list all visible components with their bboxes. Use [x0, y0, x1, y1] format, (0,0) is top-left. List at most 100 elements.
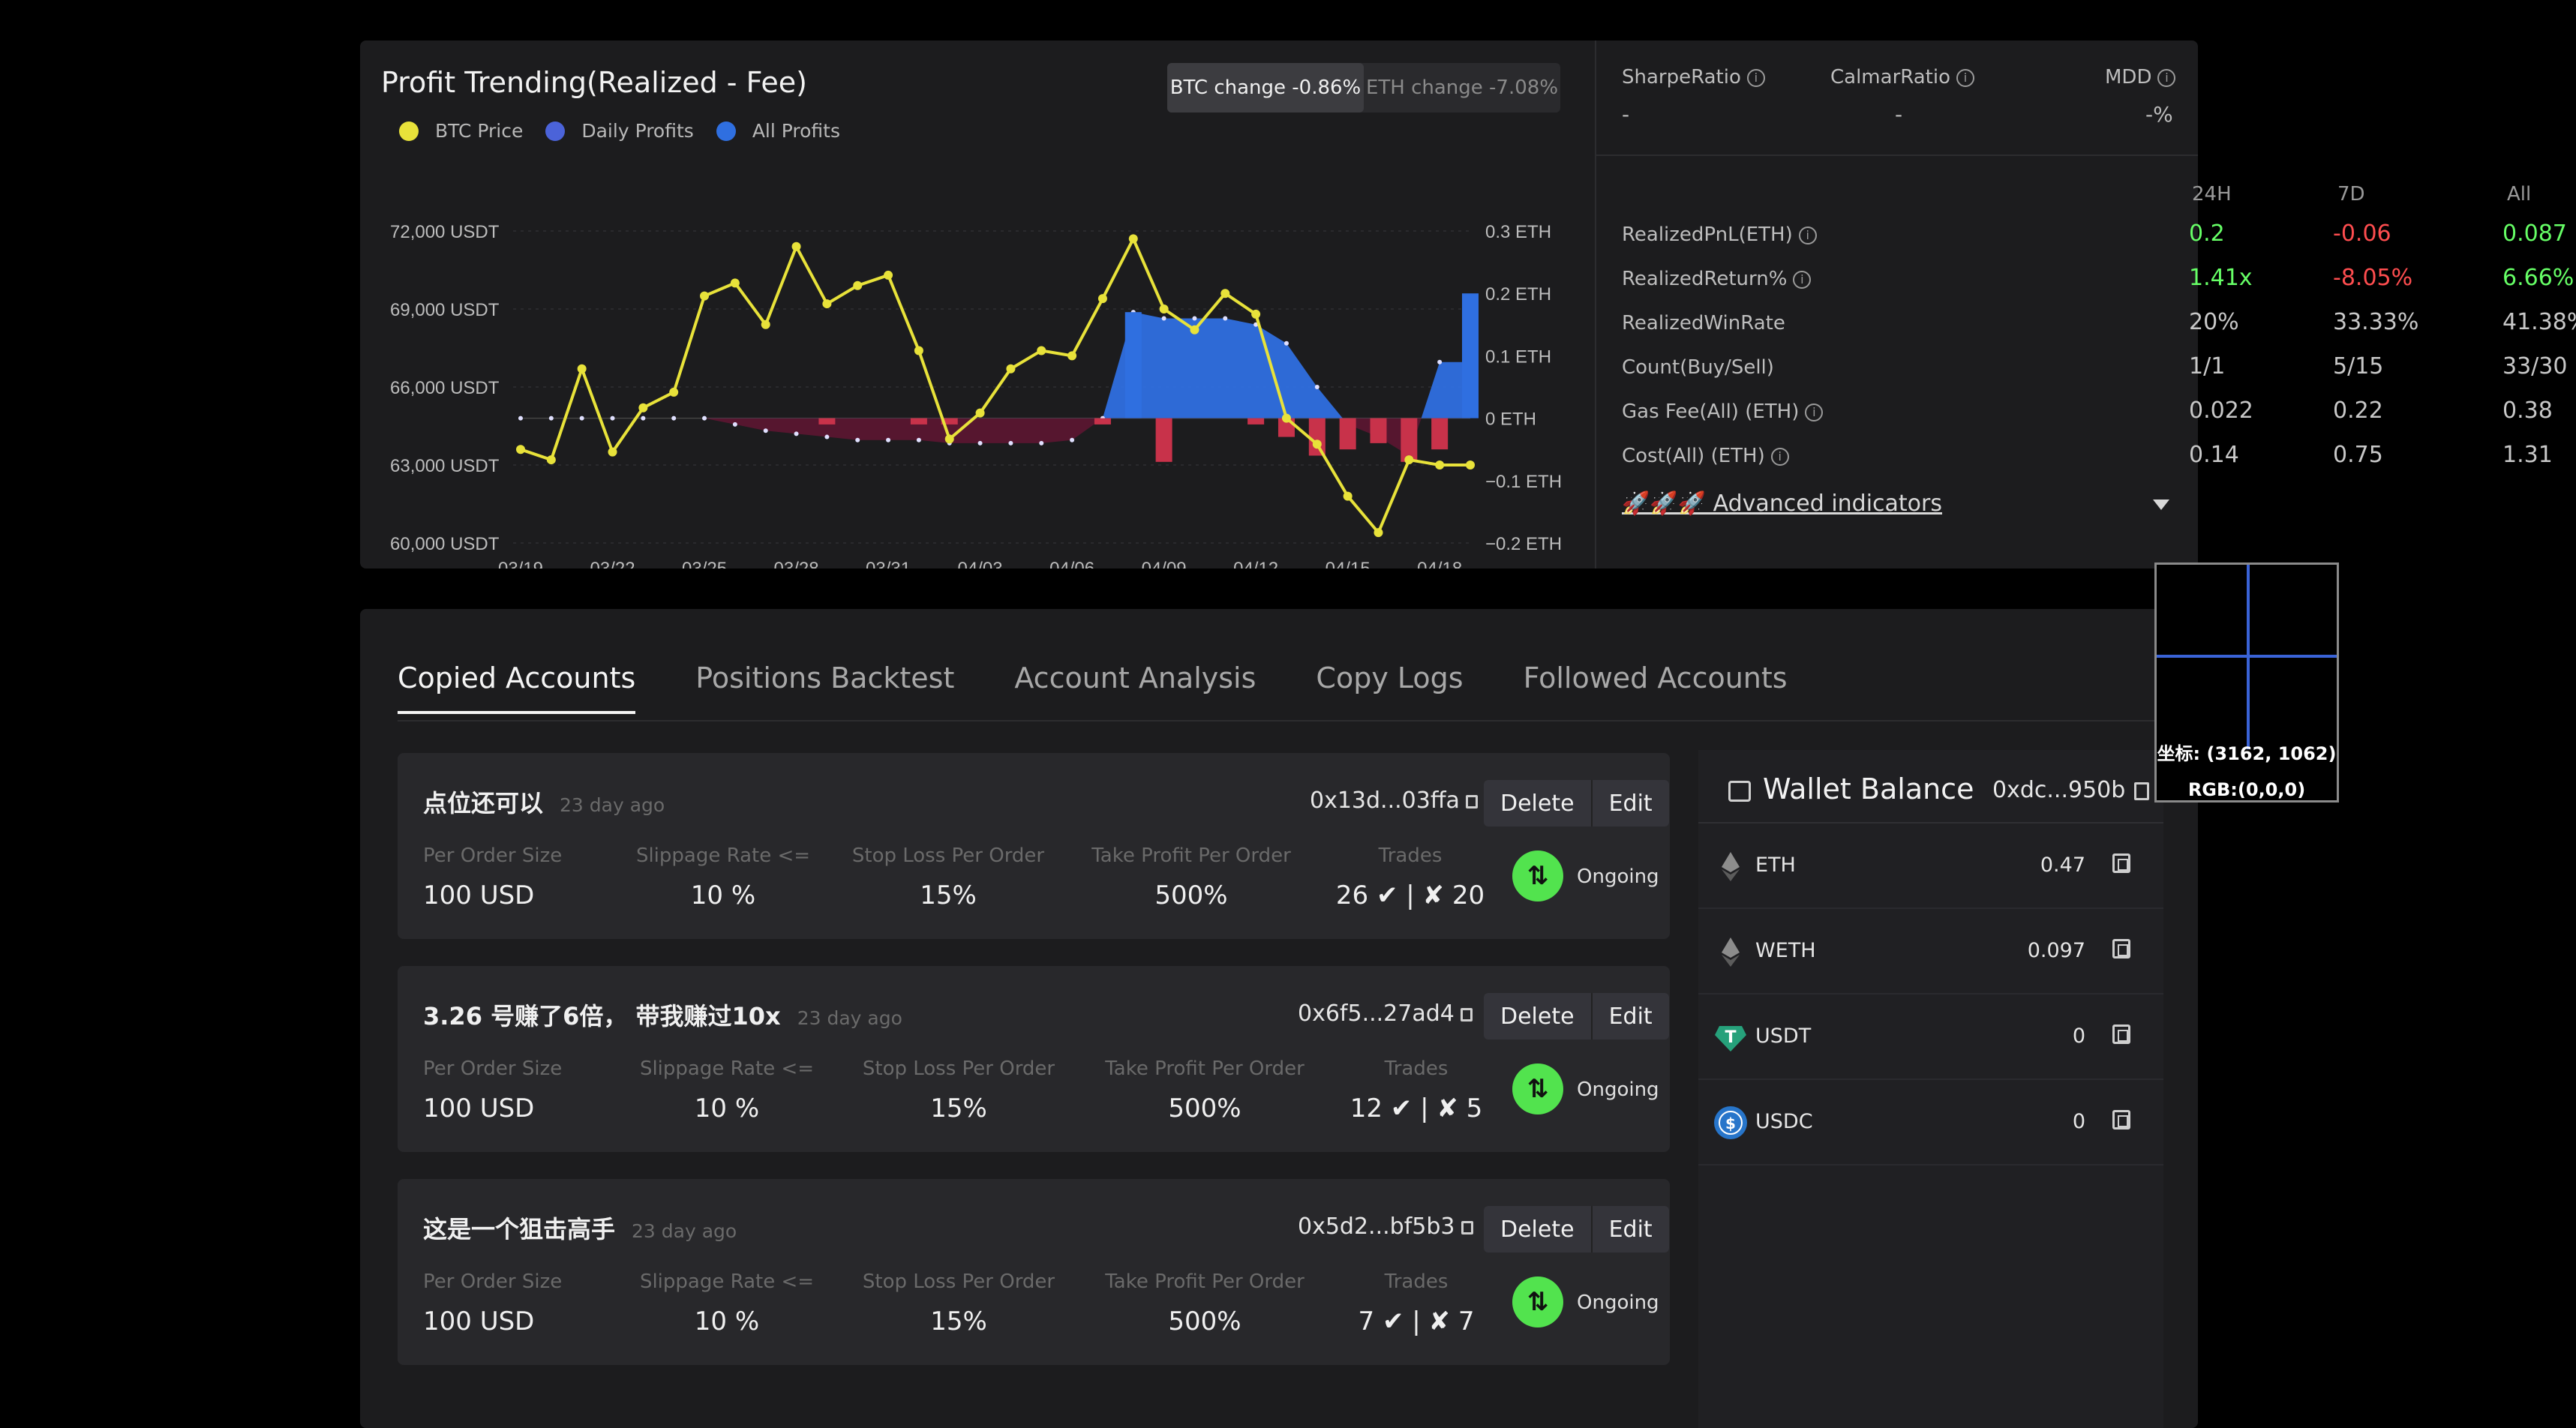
copy-icon[interactable] — [2134, 782, 2150, 800]
y-left-tick-label: 66,000 USDT — [390, 378, 500, 398]
info-icon[interactable]: i — [1956, 68, 1975, 87]
column-value: 10 % — [694, 1094, 760, 1124]
delete-button[interactable]: Delete — [1500, 1003, 1575, 1030]
column-label: Stop Loss Per Order — [862, 1058, 1055, 1080]
all-profits-point — [702, 416, 707, 421]
stat-value: -8.05% — [2333, 265, 2413, 291]
advanced-indicators-link[interactable]: 🚀🚀🚀 Advanced indicators — [1622, 490, 1943, 517]
column-label: Per Order Size — [423, 1058, 563, 1080]
edit-button[interactable]: Edit — [1590, 993, 1669, 1040]
info-icon[interactable]: i — [1793, 270, 1812, 289]
info-icon[interactable]: i — [1746, 68, 1765, 87]
chart-legend: BTC Price Daily Profits All Profits — [399, 120, 840, 142]
copy-icon[interactable] — [1461, 1220, 1473, 1234]
all-profits-point — [1314, 385, 1320, 389]
panel-divider — [1595, 40, 1596, 568]
metrics-divider — [1596, 154, 2198, 156]
column-value: 10 % — [690, 880, 756, 910]
stat-value: 0.087 — [2502, 220, 2567, 247]
copy-icon[interactable] — [2112, 1024, 2130, 1044]
account-name: 点位还可以 23 day ago — [423, 784, 665, 819]
x-tick-label: 04/18 — [1417, 559, 1462, 568]
copy-icon[interactable] — [2112, 854, 2130, 873]
chart-title: Profit Trending(Realized - Fee) — [381, 66, 807, 99]
sharpe-label-text: SharpeRatio — [1622, 66, 1741, 88]
info-icon[interactable]: i — [1805, 403, 1824, 422]
x-tick-label: 04/12 — [1233, 559, 1278, 568]
btc-price-point — [853, 280, 863, 290]
stat-value: 0.38 — [2502, 398, 2553, 424]
crosshair-horizontal — [2157, 655, 2337, 658]
stat-value: 1/1 — [2189, 353, 2226, 380]
column-label: Trades — [1384, 1058, 1449, 1080]
copy-icon[interactable] — [2112, 939, 2130, 958]
edit-button[interactable]: Edit — [1590, 1206, 1669, 1252]
daily-profit-bar — [1308, 418, 1326, 456]
token-symbol: ETH — [1755, 854, 1796, 877]
btc-change-button[interactable]: BTC change -0.86% — [1167, 63, 1364, 112]
btc-price-point — [669, 387, 679, 397]
column-label: Per Order Size — [423, 844, 563, 867]
all-profits-point — [1223, 316, 1228, 321]
stat-value: 20% — [2189, 309, 2239, 335]
column-value: 500% — [1168, 1094, 1241, 1124]
daily-profit-bar — [1094, 418, 1111, 424]
delete-button[interactable]: Delete — [1500, 790, 1575, 817]
account-address[interactable]: 0x13d...03ffa — [1310, 788, 1478, 814]
swap-arrows-icon[interactable]: ⇅ — [1512, 850, 1563, 902]
calmar-label: CalmarRatio i — [1830, 66, 1975, 88]
wallet-token-row: WETH 0.097 — [1698, 909, 2163, 994]
column-value: 15% — [920, 880, 977, 910]
all-profits-point — [579, 416, 584, 421]
column-value: 100 USD — [423, 1094, 535, 1124]
stat-value: 0.022 — [2189, 398, 2253, 424]
edit-button[interactable]: Edit — [1590, 780, 1669, 826]
swap-arrows-icon[interactable]: ⇅ — [1512, 1064, 1563, 1114]
usdt-icon: T — [1713, 1020, 1748, 1054]
legend-btc-price[interactable]: BTC Price — [399, 120, 523, 142]
token-amount: 0 — [2072, 1024, 2085, 1048]
delete-button[interactable]: Delete — [1500, 1216, 1575, 1243]
legend-daily-profits[interactable]: Daily Profits — [545, 120, 694, 142]
stat-label: RealizedWinRate — [1622, 312, 1785, 334]
wallet-address[interactable]: 0xdc...950b — [1992, 777, 2150, 803]
tab-account-analysis[interactable]: Account Analysis — [1014, 662, 1256, 694]
tab-followed-accounts[interactable]: Followed Accounts — [1523, 662, 1788, 694]
swap-arrows-icon[interactable]: ⇅ — [1512, 1276, 1563, 1328]
account-address[interactable]: 0x5d2...bf5b3 — [1298, 1214, 1473, 1240]
copy-icon[interactable] — [2112, 1110, 2130, 1130]
info-icon[interactable]: i — [1770, 447, 1789, 466]
account-age: 23 day ago — [560, 794, 665, 816]
chevron-down-icon[interactable] — [2153, 500, 2169, 510]
account-name: 3.26 号赚了6倍， 带我赚过10x 23 day ago — [423, 998, 902, 1032]
wallet-address-text: 0xdc...950b — [1992, 777, 2126, 803]
tab-copy-logs[interactable]: Copy Logs — [1316, 662, 1464, 694]
stat-head-24h: 24H — [2192, 183, 2232, 206]
copy-icon[interactable] — [1460, 1007, 1473, 1022]
x-tick-label: 04/09 — [1142, 559, 1187, 568]
token-symbol: USDT — [1755, 1024, 1812, 1048]
copy-icon[interactable] — [1465, 794, 1478, 808]
stat-label-text: Count(Buy/Sell) — [1622, 356, 1774, 379]
info-icon[interactable]: i — [1798, 226, 1817, 244]
btc-price-point — [822, 299, 832, 309]
info-icon[interactable]: i — [2157, 68, 2176, 87]
btc-price-point — [1220, 289, 1230, 298]
daily-profit-bar — [1431, 418, 1449, 450]
legend-dot-icon — [545, 121, 566, 141]
card-actions: Delete Edit — [1484, 1206, 1669, 1252]
column-value: 500% — [1168, 1306, 1241, 1336]
y-left-tick-label: 69,000 USDT — [390, 300, 500, 320]
btc-price-point — [1435, 460, 1445, 470]
daily-profit-bar — [1401, 418, 1418, 462]
stat-value: -0.06 — [2333, 220, 2391, 247]
account-address-text: 0x6f5...27ad4 — [1298, 1000, 1455, 1027]
account-address[interactable]: 0x6f5...27ad4 — [1298, 1000, 1473, 1027]
tab-copied-accounts[interactable]: Copied Accounts — [398, 662, 636, 714]
btc-price-point — [700, 291, 710, 301]
status-label: Ongoing — [1577, 1078, 1659, 1101]
eth-change-button[interactable]: ETH change -7.08% — [1365, 76, 1559, 99]
legend-all-profits[interactable]: All Profits — [716, 120, 840, 142]
token-amount: 0.47 — [2040, 854, 2085, 877]
tab-positions-backtest[interactable]: Positions Backtest — [695, 662, 955, 694]
